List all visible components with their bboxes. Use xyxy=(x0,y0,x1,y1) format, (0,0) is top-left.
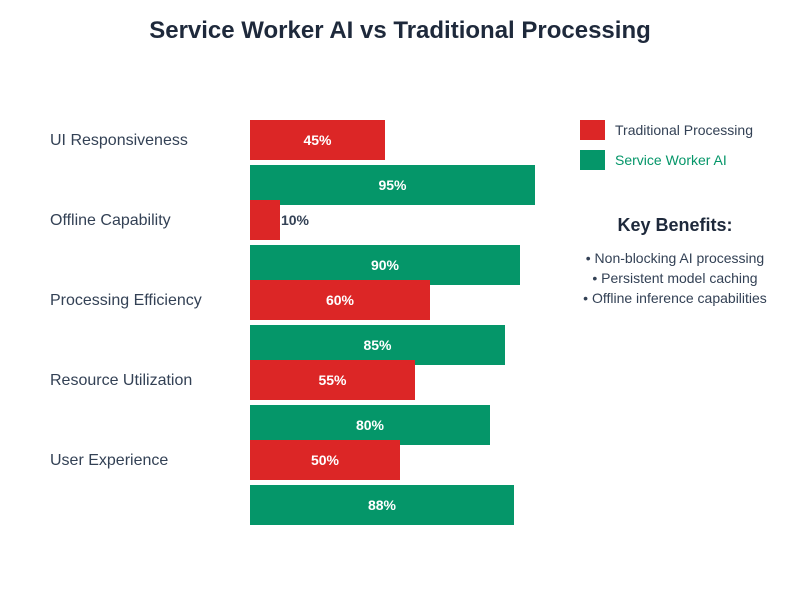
data-label: 45% xyxy=(303,132,332,148)
bar-service-worker xyxy=(250,405,490,445)
legend-swatch-traditional xyxy=(580,120,605,140)
bar-service-worker xyxy=(250,325,505,365)
data-label: 60% xyxy=(326,292,355,308)
category-label: Processing Efficiency xyxy=(50,292,202,309)
legend-item-service-worker: Service Worker AI xyxy=(580,150,727,170)
data-label: 55% xyxy=(318,372,347,388)
category-label: Resource Utilization xyxy=(50,372,192,389)
benefit-item: • Offline inference capabilities xyxy=(583,290,767,306)
data-label: 50% xyxy=(311,452,340,468)
benefit-item: • Persistent model caching xyxy=(592,270,758,286)
data-label: 10% xyxy=(281,212,310,228)
legend-label: Service Worker AI xyxy=(615,152,727,168)
bar-traditional xyxy=(250,360,415,400)
data-label: 85% xyxy=(363,337,392,353)
legend-item-traditional: Traditional Processing xyxy=(580,120,753,140)
legend-label: Traditional Processing xyxy=(615,122,753,138)
benefits-title: Key Benefits: xyxy=(617,215,733,235)
legend-swatch-service-worker xyxy=(580,150,605,170)
benefit-item: • Non-blocking AI processing xyxy=(585,250,765,266)
bar-traditional xyxy=(250,280,430,320)
bar-service-worker xyxy=(250,165,535,205)
bar-service-worker xyxy=(250,245,520,285)
bar-traditional xyxy=(250,200,280,240)
category-label: User Experience xyxy=(50,452,168,469)
data-label: 88% xyxy=(368,497,397,513)
bar-traditional xyxy=(250,440,400,480)
bar-service-worker xyxy=(250,485,514,525)
data-label: 80% xyxy=(356,417,385,433)
data-label: 95% xyxy=(378,177,407,193)
data-label: 90% xyxy=(371,257,400,273)
key-benefits: Key Benefits: • Non-blocking AI processi… xyxy=(555,215,795,308)
bar-traditional xyxy=(250,120,385,160)
chart-title: Service Worker AI vs Traditional Process… xyxy=(149,17,651,44)
category-label: Offline Capability xyxy=(50,212,171,229)
category-label: UI Responsiveness xyxy=(50,132,188,149)
